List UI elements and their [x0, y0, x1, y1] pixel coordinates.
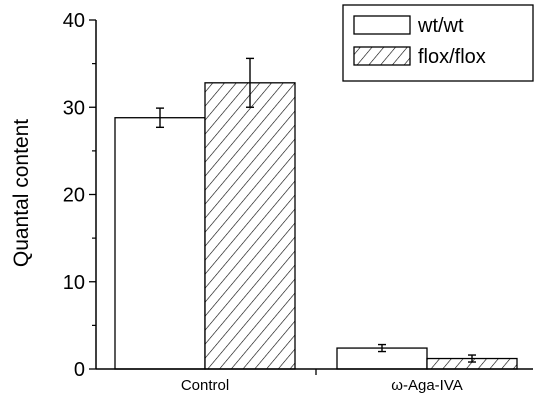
- y-tick-label-1: 10: [63, 272, 85, 294]
- y-tick-label-3: 30: [63, 97, 85, 119]
- legend: wt/wt flox/flox: [342, 4, 534, 82]
- legend-swatch-1: [353, 46, 411, 66]
- legend-label-1: flox/flox: [418, 46, 486, 68]
- y-tick-label-4: 40: [63, 10, 85, 32]
- y-axis-label: Quantal content: [10, 119, 33, 267]
- bar-0-0: [114, 117, 206, 370]
- y-tick-label-0: 0: [74, 359, 85, 381]
- plot-area: 0 10 20 30 40 Control ω-Aga-IVA: [63, 10, 533, 394]
- legend-swatch-0: [353, 15, 411, 35]
- x-tick-label-0: Control: [181, 377, 229, 394]
- legend-label-0: wt/wt: [417, 15, 464, 37]
- y-tick-label-2: 20: [63, 185, 85, 207]
- x-tick-label-1: ω-Aga-IVA: [391, 377, 462, 394]
- bar-1-0: [204, 82, 296, 370]
